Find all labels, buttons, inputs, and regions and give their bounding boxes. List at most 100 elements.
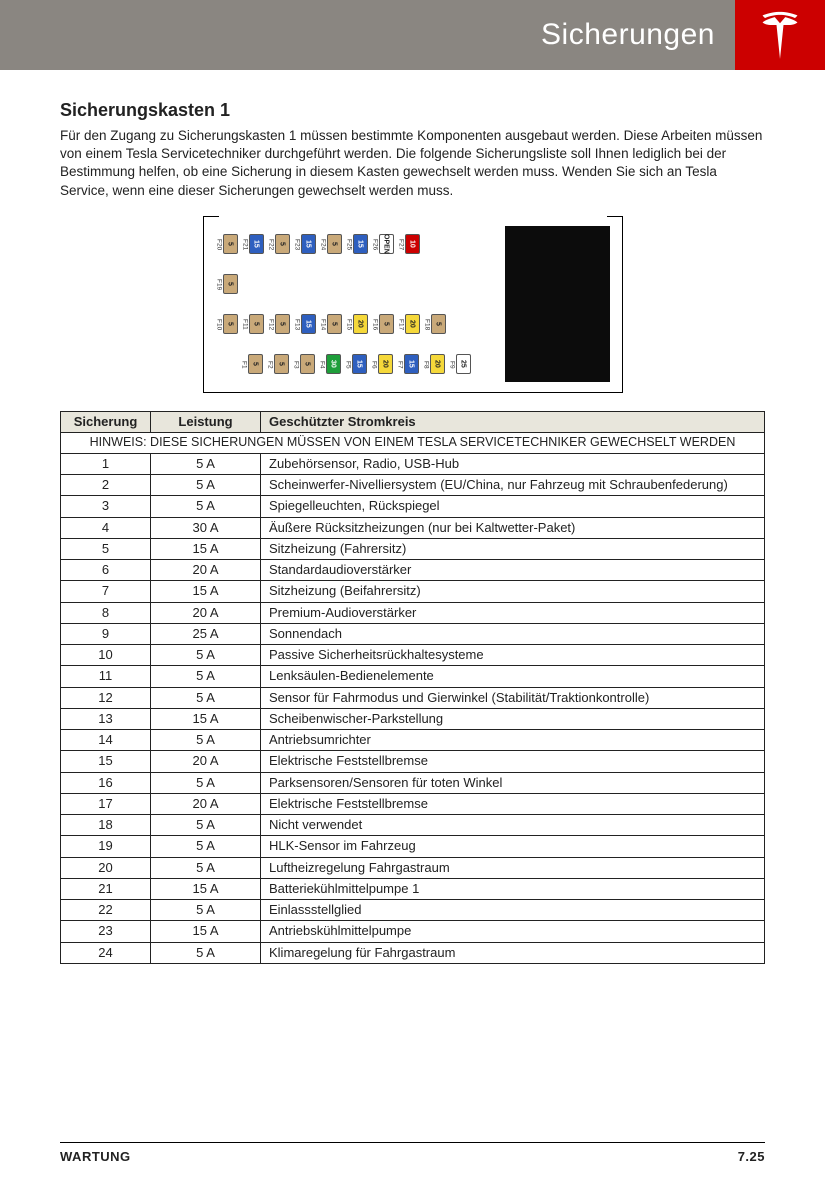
fuse-F14: 5F14 <box>320 306 342 342</box>
fuse-label: F14 <box>320 319 327 330</box>
fuse-circuit: Einlassstellglied <box>261 900 765 921</box>
table-row: 185 ANicht verwendet <box>61 815 765 836</box>
table-row: 115 ALenksäulen-Bedienelemente <box>61 666 765 687</box>
fuse-rating: 20 A <box>151 602 261 623</box>
fuse-number: 3 <box>61 496 151 517</box>
fuse-F10: 5F10 <box>216 306 238 342</box>
table-row: 245 AKlimaregelung für Fahrgastraum <box>61 942 765 963</box>
fuse-circuit: Antriebsumrichter <box>261 730 765 751</box>
fuse-rating: 5 A <box>151 475 261 496</box>
fuse-amp: 25 <box>456 354 471 374</box>
fuse-label: F27 <box>398 239 405 250</box>
fuse-circuit: Batteriekühlmittelpumpe 1 <box>261 878 765 899</box>
fuse-F18: 5F18 <box>424 306 446 342</box>
fuse-number: 18 <box>61 815 151 836</box>
fuse-F19: 5F19 <box>216 266 238 302</box>
relay-block <box>505 226 610 382</box>
fuse-rating: 5 A <box>151 772 261 793</box>
fuse-circuit: Zubehörsensor, Radio, USB-Hub <box>261 453 765 474</box>
fuse-number: 9 <box>61 623 151 644</box>
fuse-amp: 5 <box>223 314 238 334</box>
fuse-label: F24 <box>320 239 327 250</box>
fuse-label: F16 <box>372 319 379 330</box>
fuse-label: F1 <box>241 361 248 369</box>
fuse-circuit: Sensor für Fahrmodus und Gierwinkel (Sta… <box>261 687 765 708</box>
fuse-rating: 5 A <box>151 900 261 921</box>
fuse-number: 23 <box>61 921 151 942</box>
table-header: Sicherung <box>61 411 151 432</box>
fuse-label: F6 <box>371 361 378 369</box>
fuse-circuit: Nicht verwendet <box>261 815 765 836</box>
fuse-circuit: Passive Sicherheitsrückhaltesysteme <box>261 645 765 666</box>
fuse-amp: 15 <box>301 234 316 254</box>
table-row: 145 AAntriebsumrichter <box>61 730 765 751</box>
table-row: 105 APassive Sicherheitsrückhaltesysteme <box>61 645 765 666</box>
fuse-F9: 25F9 <box>449 346 471 382</box>
notice-row: HINWEIS: DIESE SICHERUNGEN MÜSSEN VON EI… <box>61 433 765 454</box>
fuse-F26: OPENF26 <box>372 226 394 262</box>
fuse-rating: 5 A <box>151 730 261 751</box>
fuse-label: F15 <box>346 319 353 330</box>
table-row: 715 ASitzheizung (Beifahrersitz) <box>61 581 765 602</box>
fuse-rating: 5 A <box>151 836 261 857</box>
fuse-F5: 15F5 <box>345 346 367 382</box>
fuse-number: 4 <box>61 517 151 538</box>
fuse-label: F8 <box>423 361 430 369</box>
fuse-number: 7 <box>61 581 151 602</box>
table-row: 1720 AElektrische Feststellbremse <box>61 793 765 814</box>
fuse-row: 5F15F25F330F415F520F615F720F825F9 <box>216 346 471 382</box>
fuse-circuit: Parksensoren/Sensoren für toten Winkel <box>261 772 765 793</box>
table-row: 820 APremium-Audioverstärker <box>61 602 765 623</box>
fuse-number: 2 <box>61 475 151 496</box>
fuse-number: 16 <box>61 772 151 793</box>
section-title: Sicherungskasten 1 <box>60 100 765 121</box>
table-row: 925 ASonnendach <box>61 623 765 644</box>
fuse-amp: 5 <box>431 314 446 334</box>
fuse-label: F5 <box>345 361 352 369</box>
table-row: 2115 ABatteriekühlmittelpumpe 1 <box>61 878 765 899</box>
fuse-amp: 5 <box>248 354 263 374</box>
table-row: 35 ASpiegelleuchten, Rückspiegel <box>61 496 765 517</box>
tesla-logo-icon <box>758 11 802 59</box>
fuse-number: 19 <box>61 836 151 857</box>
fuse-F15: 20F15 <box>346 306 368 342</box>
fuse-rating: 15 A <box>151 878 261 899</box>
fuse-amp: 10 <box>405 234 420 254</box>
fuse-amp: 15 <box>352 354 367 374</box>
fuse-amp: 15 <box>404 354 419 374</box>
fuse-circuit: Sitzheizung (Fahrersitz) <box>261 538 765 559</box>
table-row: 430 AÄußere Rücksitzheizungen (nur bei K… <box>61 517 765 538</box>
fuse-F1: 5F1 <box>241 346 263 382</box>
fuse-circuit: Sitzheizung (Beifahrersitz) <box>261 581 765 602</box>
fuse-F20: 5F20 <box>216 226 238 262</box>
fuse-circuit: HLK-Sensor im Fahrzeug <box>261 836 765 857</box>
fuse-label: F10 <box>216 319 223 330</box>
fuse-label: F4 <box>319 361 326 369</box>
fuse-number: 22 <box>61 900 151 921</box>
fuse-amp: 20 <box>378 354 393 374</box>
fuse-circuit: Standardaudioverstärker <box>261 560 765 581</box>
fuse-table: Sicherung Leistung Geschützter Stromkrei… <box>60 411 765 964</box>
fuse-circuit: Äußere Rücksitzheizungen (nur bei Kaltwe… <box>261 517 765 538</box>
table-row: 195 AHLK-Sensor im Fahrzeug <box>61 836 765 857</box>
fuse-F21: 15F21 <box>242 226 264 262</box>
fuse-label: F19 <box>216 279 223 290</box>
fuse-label: F3 <box>293 361 300 369</box>
table-row: 15 AZubehörsensor, Radio, USB-Hub <box>61 453 765 474</box>
fuse-number: 5 <box>61 538 151 559</box>
fuse-label: F20 <box>216 239 223 250</box>
fuse-amp: 20 <box>405 314 420 334</box>
fuse-amp: 15 <box>353 234 368 254</box>
fuse-F13: 15F13 <box>294 306 316 342</box>
table-row: 125 ASensor für Fahrmodus und Gierwinkel… <box>61 687 765 708</box>
fuse-label: F22 <box>268 239 275 250</box>
fuse-number: 10 <box>61 645 151 666</box>
fuse-circuit: Klimaregelung für Fahrgastraum <box>261 942 765 963</box>
fuse-rating: 5 A <box>151 645 261 666</box>
fuse-label: F23 <box>294 239 301 250</box>
fuse-number: 17 <box>61 793 151 814</box>
footer-section: WARTUNG <box>60 1149 131 1164</box>
fuse-amp: 5 <box>379 314 394 334</box>
table-header: Geschützter Stromkreis <box>261 411 765 432</box>
fuse-F23: 15F23 <box>294 226 316 262</box>
